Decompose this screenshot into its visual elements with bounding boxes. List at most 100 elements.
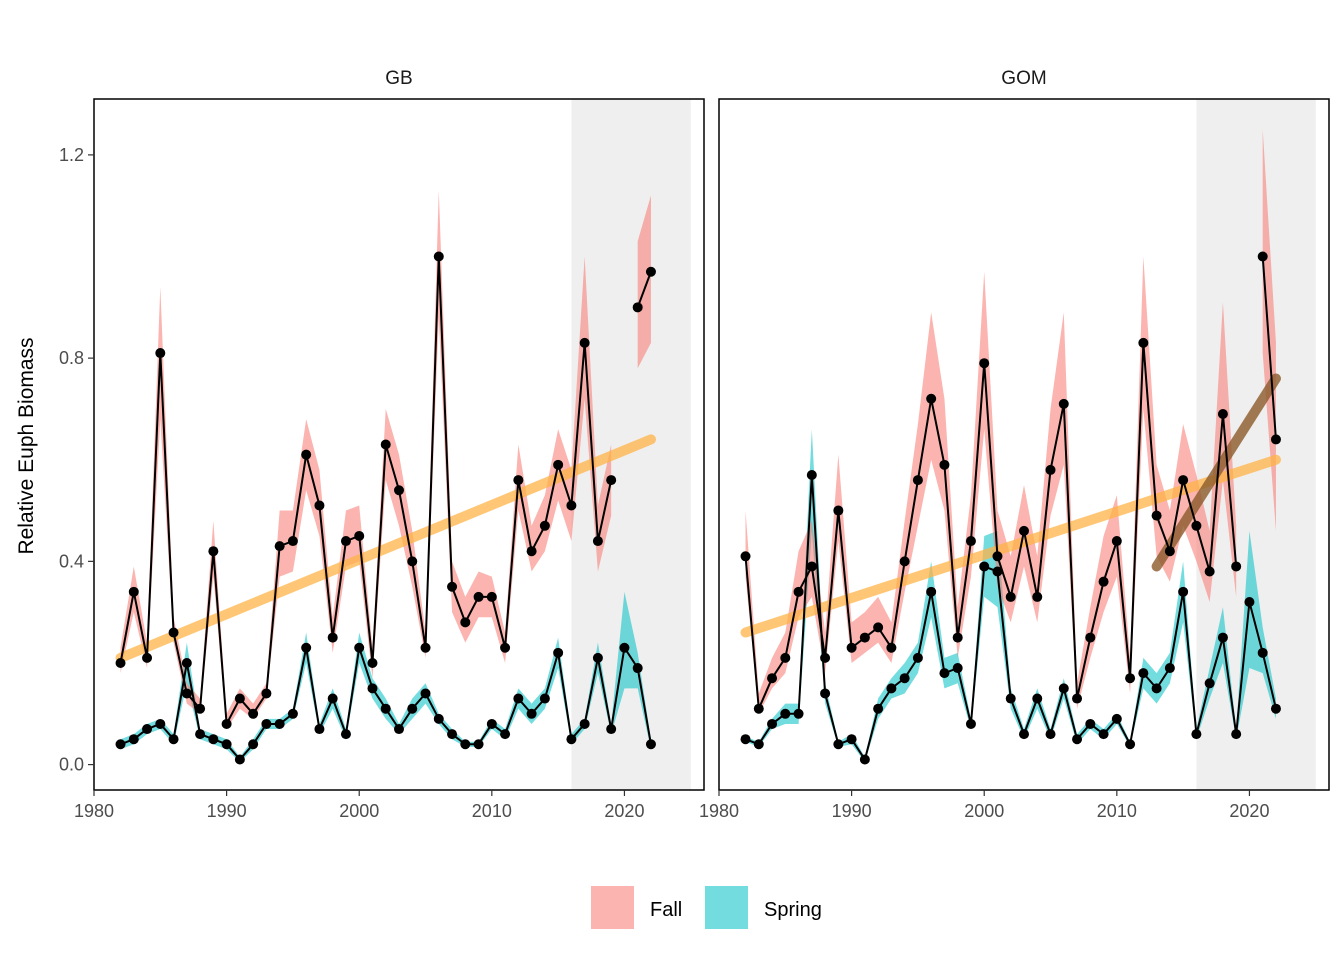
- spring-point-1988: [820, 688, 831, 699]
- fall-point-1983: [753, 703, 764, 714]
- fall-point-2006: [433, 251, 444, 262]
- spring-point-2022: [1270, 703, 1281, 714]
- spring-point-2015: [553, 647, 564, 658]
- y-tick-label: 0.0: [59, 755, 84, 775]
- x-tick-label: 1990: [207, 801, 247, 821]
- fall-point-1989: [833, 505, 844, 516]
- fall-point-2008: [460, 617, 471, 628]
- fall-point-1993: [886, 642, 897, 653]
- spring-point-2021: [1257, 647, 1268, 658]
- spring-point-1995: [912, 652, 923, 663]
- fall-point-1987: [181, 688, 192, 699]
- spring-point-1995: [287, 708, 298, 719]
- shaded-period: [1196, 99, 1316, 790]
- fall-point-2002: [380, 439, 391, 450]
- spring-point-2004: [407, 703, 418, 714]
- fall-point-2009: [1098, 576, 1109, 587]
- spring-point-1997: [939, 668, 950, 679]
- spring-point-1989: [208, 734, 219, 745]
- fall-point-2009: [473, 591, 484, 602]
- spring-point-2003: [394, 724, 404, 735]
- fall-point-1995: [912, 475, 923, 486]
- spring-point-1989: [833, 739, 844, 750]
- short-term-trend-line: [1151, 373, 1281, 572]
- legend-label-spring: Spring: [764, 899, 822, 921]
- legend-label-fall: Fall: [650, 899, 682, 921]
- spring-point-1985: [155, 718, 166, 729]
- fall-point-1994: [274, 541, 285, 552]
- spring-point-2016: [1191, 729, 1202, 740]
- fall-series-line-1: [636, 271, 652, 308]
- fall-point-1998: [952, 632, 963, 643]
- spring-point-2005: [420, 688, 431, 699]
- fall-series-line-1: [1261, 256, 1277, 440]
- spring-point-2017: [579, 718, 590, 729]
- fall-point-1996: [301, 449, 312, 460]
- fall-point-2022: [1270, 434, 1281, 445]
- fall-ribbon-0: [745, 256, 1237, 714]
- y-tick-label: 1.2: [59, 145, 84, 165]
- fall-point-1982: [115, 657, 126, 668]
- spring-ribbon-0: [745, 429, 1276, 763]
- spring-point-2019: [1231, 729, 1242, 740]
- spring-point-1996: [301, 642, 312, 653]
- fall-point-1984: [767, 673, 778, 684]
- fall-point-2012: [1138, 337, 1149, 348]
- fall-point-1997: [314, 500, 325, 511]
- fall-point-2001: [367, 657, 378, 668]
- fall-point-2005: [1045, 464, 1056, 475]
- y-axis-title: Relative Euph Biomass: [15, 337, 38, 554]
- legend: Fall Spring: [591, 886, 822, 929]
- fall-point-1988: [820, 652, 831, 663]
- spring-point-2010: [1111, 713, 1122, 724]
- fall-point-1985: [155, 348, 166, 359]
- spring-point-2002: [380, 703, 391, 714]
- legend-key-fall: [591, 886, 634, 929]
- x-tick-label: 2000: [964, 801, 1004, 821]
- spring-point-2000: [979, 561, 990, 572]
- spring-point-2013: [526, 708, 537, 719]
- fall-point-1990: [846, 642, 857, 653]
- spring-point-2014: [539, 693, 550, 704]
- spring-point-2007: [1072, 734, 1083, 745]
- spring-point-1987: [806, 469, 817, 480]
- spring-point-1982: [740, 734, 751, 745]
- fall-point-2019: [1231, 561, 1242, 572]
- fall-point-1990: [221, 718, 232, 729]
- fall-point-1983: [128, 586, 139, 597]
- fall-point-1997: [939, 459, 950, 470]
- fall-series-line-0: [744, 342, 1238, 710]
- spring-point-1983: [128, 734, 139, 745]
- spring-point-2010: [486, 718, 497, 729]
- spring-point-1999: [340, 729, 351, 740]
- fall-point-2015: [1178, 475, 1189, 486]
- x-tick-label: 2010: [1097, 801, 1137, 821]
- fall-ribbon-1: [1262, 129, 1276, 531]
- x-tick-label: 1980: [74, 801, 114, 821]
- fall-point-1984: [142, 652, 153, 663]
- spring-point-1992: [873, 703, 884, 714]
- spring-point-2009: [1098, 729, 1109, 740]
- spring-point-1984: [767, 718, 778, 729]
- spring-point-2002: [1005, 693, 1016, 704]
- spring-point-1999: [965, 718, 976, 729]
- spring-point-1986: [793, 708, 804, 719]
- fall-point-2003: [394, 485, 404, 496]
- spring-point-1990: [221, 739, 232, 750]
- fall-point-1994: [899, 556, 910, 567]
- fall-point-2019: [606, 475, 617, 486]
- fall-point-2014: [1164, 546, 1175, 557]
- spring-point-1988: [195, 729, 206, 740]
- fall-point-1992: [248, 708, 259, 719]
- facet-panels: GB 1980 1990 2000 2010 2020 0.0 0.4 0.8 1.2 GOM 198…: [59, 68, 1330, 821]
- spring-point-2001: [367, 683, 378, 694]
- panel-gom: GOM 1980 1990 2000 2010 2020: [699, 68, 1330, 821]
- fall-point-2013: [1151, 510, 1162, 521]
- spring-point-1994: [274, 718, 285, 729]
- spring-point-2022: [645, 739, 656, 750]
- spring-point-2000: [354, 642, 365, 653]
- spring-point-2011: [500, 729, 511, 740]
- fall-ribbon-0: [120, 190, 612, 730]
- fall-point-1993: [261, 688, 272, 699]
